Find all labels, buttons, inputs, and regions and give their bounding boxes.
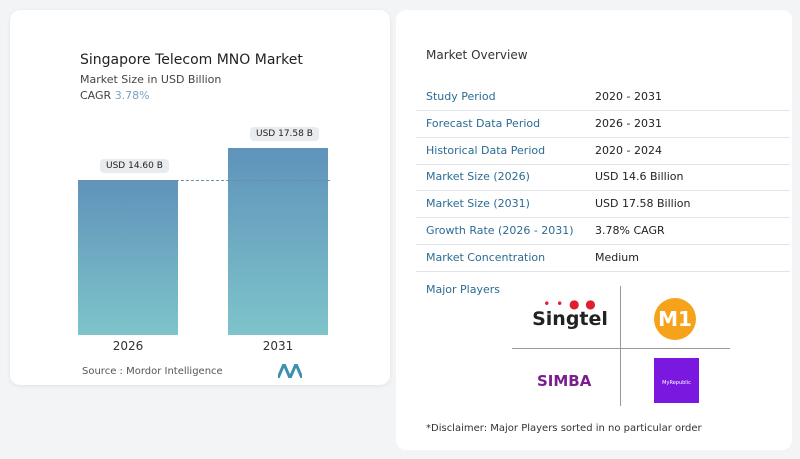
row-label: Growth Rate (2026 - 2031) (426, 224, 574, 237)
cagr-value: 3.78% (114, 89, 150, 102)
player-simba-logo: SIMBA (537, 372, 592, 390)
major-players-title: Major Players (426, 283, 500, 296)
overview-row: Forecast Data Period 2026 - 2031 (416, 111, 790, 138)
chart-subtitle: Market Size in USD Billion (80, 73, 222, 86)
row-value: USD 17.58 Billion (595, 197, 691, 211)
source: Source : Mordor Intelligence (82, 366, 223, 377)
row-label: Study Period (426, 90, 496, 103)
data-label: USD 14.60 B (100, 159, 169, 173)
x-tick-label: 2031 (262, 339, 294, 353)
row-value: USD 14.6 Billion (595, 170, 684, 184)
row-value: Medium (595, 250, 639, 264)
row-label: Market Concentration (426, 250, 546, 264)
overview-row: Historical Data Period 2020 - 2024 (416, 138, 790, 165)
mordor-logo-icon (278, 364, 302, 378)
row-label: Market Size (2026) (426, 170, 530, 184)
cagr: CAGR 3.78% (80, 89, 150, 102)
player-singtel-logo: • • ● ● Singtel (532, 297, 608, 330)
bar-2031 (228, 148, 328, 335)
disclaimer: *Disclaimer: Major Players sorted in no … (426, 423, 702, 434)
bar-2026 (78, 180, 178, 335)
row-value: 2020 - 2031 (595, 90, 662, 103)
overview-row: Market Size (2026) USD 14.6 Billion (416, 164, 790, 192)
overview-row: Growth Rate (2026 - 2031) 3.78% CAGR (416, 218, 790, 245)
overview-row: Market Concentration Medium (416, 245, 790, 272)
overview-title: Market Overview (426, 48, 528, 62)
row-label: Historical Data Period (426, 143, 546, 157)
row-label: Forecast Data Period (426, 116, 541, 130)
player-m1-logo: M1 (654, 298, 696, 340)
data-label: USD 17.58 B (250, 127, 319, 142)
overview-card (396, 10, 792, 450)
row-label: Market Size (2031) (426, 197, 530, 211)
cagr-label: CAGR (80, 89, 112, 102)
player-myrepublic-logo: MyRepublic (654, 358, 699, 403)
overview-row: Market Size (2031) USD 17.58 Billion (416, 191, 790, 219)
reference-line (80, 180, 330, 181)
row-value: 2020 - 2024 (595, 143, 662, 157)
row-value: 2026 - 2031 (595, 116, 662, 130)
row-value: 3.78% CAGR (595, 224, 665, 237)
x-tick-label: 2026 (112, 339, 144, 353)
overview-row: Study Period 2020 - 2031 (416, 84, 790, 111)
chart-title: Singapore Telecom MNO Market (80, 52, 303, 68)
